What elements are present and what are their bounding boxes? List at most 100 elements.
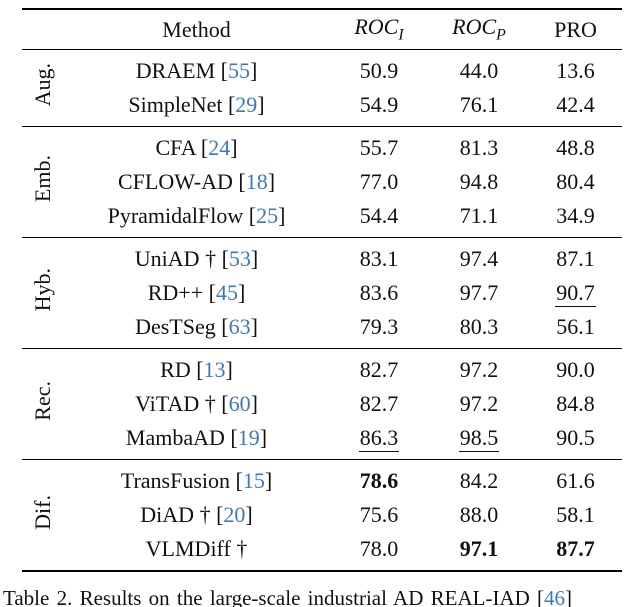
table-row: DiAD † [20] 75.6 88.0 58.1	[22, 498, 622, 532]
value-cell: 87.1	[529, 238, 622, 277]
method-name: DRAEM	[135, 58, 216, 83]
citation-link[interactable]: 18	[245, 169, 268, 194]
group-label-cell: Aug.	[22, 50, 64, 127]
method-name: TransFusion	[120, 468, 231, 493]
metric-value: 44.0	[459, 58, 499, 83]
metric-value: 78.0	[359, 536, 399, 561]
method-name: CFA	[155, 135, 196, 160]
metric-value: 82.7	[359, 357, 399, 382]
citation-link[interactable]: 63	[228, 314, 251, 339]
group-label-cell: Hyb.	[22, 238, 64, 349]
citation: [53]	[216, 246, 259, 271]
dagger-mark: †	[199, 246, 217, 271]
table-row: PyramidalFlow [25] 54.4 71.1 34.9	[22, 199, 622, 238]
metric-value: 87.7	[556, 536, 595, 561]
metric-value: 78.6	[359, 468, 399, 493]
method-name: VLMDiff	[145, 536, 231, 561]
citation-link[interactable]: 60	[228, 391, 251, 416]
value-cell: 48.8	[529, 127, 622, 166]
metric-value: 34.9	[556, 203, 595, 228]
metric-value: 97.4	[459, 246, 499, 271]
column-header-method: Method	[162, 16, 231, 42]
value-cell: 44.0	[429, 50, 529, 89]
group-label: Aug.	[30, 63, 55, 107]
value-cell: 55.7	[329, 127, 429, 166]
method-name: SimpleNet	[128, 92, 223, 117]
citation: [45]	[203, 280, 246, 305]
value-cell: 87.7	[529, 532, 622, 571]
citation: [18]	[232, 169, 276, 194]
value-cell: 42.4	[529, 88, 622, 127]
metric-value: 81.3	[459, 135, 499, 160]
metric-value: 80.3	[459, 314, 499, 339]
metric-value: 48.8	[556, 135, 595, 160]
metric-value: 80.4	[556, 169, 595, 194]
caption-text: Table 2. Results on the large-scale indu…	[3, 586, 545, 607]
value-cell: 34.9	[529, 199, 622, 238]
value-cell: 50.9	[329, 50, 429, 89]
citation-link[interactable]: 13	[203, 357, 226, 382]
results-table: Method ROCI ROCP PRO Aug. DRAEM [55] 50.9 4…	[22, 8, 622, 572]
citation-link[interactable]: 20	[223, 502, 246, 527]
dagger-mark: †	[194, 502, 211, 527]
metric-value: 97.2	[459, 357, 499, 382]
value-cell: 82.7	[329, 349, 429, 388]
value-cell: 80.3	[429, 310, 529, 349]
column-header-roc-p: ROCP	[452, 14, 506, 44]
method-group: Aug. DRAEM [55] 50.9 44.0 13.6 SimpleNet [29]…	[22, 50, 622, 127]
caption-close-bracket: ]	[565, 586, 573, 607]
citation: [24]	[195, 135, 238, 160]
column-header-roc-i: ROCI	[354, 14, 404, 44]
group-label: Rec.	[30, 381, 55, 421]
metric-value: 98.5	[458, 425, 500, 453]
citation-link[interactable]: 29	[235, 92, 258, 117]
value-cell: 97.4	[429, 238, 529, 277]
citation-link[interactable]: 55	[227, 58, 250, 83]
citation: [13]	[190, 357, 233, 382]
method-cell: CFLOW-AD [18]	[64, 165, 329, 199]
citation-link[interactable]: 19	[237, 425, 260, 450]
metric-value: 84.2	[459, 468, 499, 493]
citation-link[interactable]: 15	[242, 468, 265, 493]
metric-value: 90.7	[555, 280, 596, 308]
method-cell: TransFusion [15]	[64, 460, 329, 499]
metric-value: 76.1	[459, 92, 499, 117]
value-cell: 54.9	[329, 88, 429, 127]
caption-citation-link[interactable]: 46	[544, 586, 566, 607]
value-cell: 97.1	[429, 532, 529, 571]
metric-value: 87.1	[556, 246, 595, 271]
value-cell: 78.0	[329, 532, 429, 571]
column-header-pro: PRO	[554, 16, 597, 42]
metric-value: 84.8	[556, 391, 595, 416]
metric-value: 90.0	[556, 357, 595, 382]
metric-value: 86.3	[358, 425, 400, 453]
value-cell: 76.1	[429, 88, 529, 127]
group-label-cell: Rec.	[22, 349, 64, 460]
value-cell: 58.1	[529, 498, 622, 532]
table-row: CFLOW-AD [18] 77.0 94.8 80.4	[22, 165, 622, 199]
value-cell: 83.6	[329, 276, 429, 310]
metric-value: 56.1	[556, 314, 595, 339]
value-cell: 75.6	[329, 498, 429, 532]
citation: [63]	[215, 314, 258, 339]
citation-link[interactable]: 24	[208, 135, 231, 160]
method-group: Dif. TransFusion [15] 78.6 84.2 61.6 DiAD † […	[22, 460, 622, 571]
table-row: MambaAD [19] 86.3 98.5 90.5	[22, 421, 622, 460]
metric-value: 83.6	[359, 280, 399, 305]
citation-link[interactable]: 53	[228, 246, 251, 271]
method-name: RD	[160, 357, 191, 382]
table-row: Emb. CFA [24] 55.7 81.3 48.8	[22, 127, 622, 203]
citation: [60]	[215, 391, 258, 416]
dagger-mark: †	[230, 536, 248, 561]
method-group: Rec. RD [13] 82.7 97.2 90.0 ViTAD † [60] 82.7 9…	[22, 349, 622, 460]
citation-link[interactable]: 45	[215, 280, 238, 305]
method-cell: RD++ [45]	[64, 276, 329, 310]
metric-value: 82.7	[359, 391, 399, 416]
metric-value: 77.0	[359, 169, 399, 194]
citation-link[interactable]: 25	[256, 203, 279, 228]
value-cell: 94.8	[429, 165, 529, 199]
method-cell: SimpleNet [29]	[64, 88, 329, 127]
metric-value: 75.6	[359, 502, 399, 527]
metric-value: 71.1	[459, 203, 499, 228]
table-row: VLMDiff † 78.0 97.1 87.7	[22, 532, 622, 571]
